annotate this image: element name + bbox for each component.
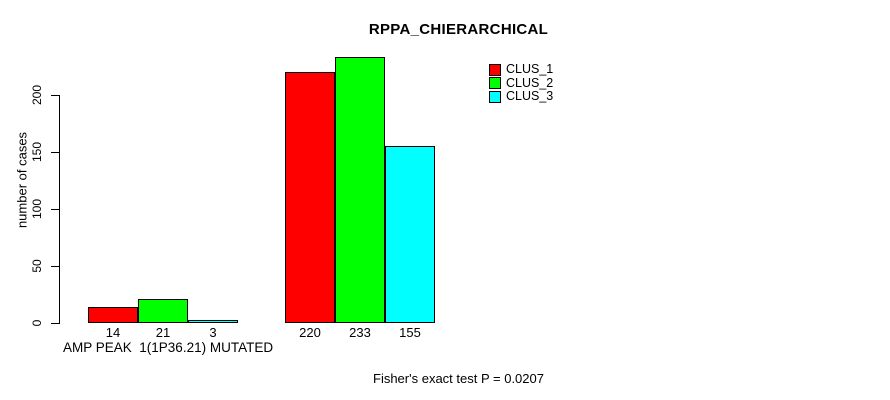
bar-value-label: 155: [399, 325, 421, 340]
footer-stat-text: Fisher's exact test P = 0.0207: [373, 371, 544, 386]
legend: CLUS_1 CLUS_2 CLUS_3: [489, 62, 554, 104]
bar-value-label: 233: [349, 325, 371, 340]
bar-clus_3-group1: [188, 319, 238, 323]
legend-swatch-clus_3: [489, 90, 501, 103]
y-axis-tick: [51, 323, 59, 324]
y-tick-label: 0: [30, 319, 44, 327]
bar-value-label: 220: [299, 325, 321, 340]
y-tick-label: 200: [30, 84, 44, 106]
y-axis-tick: [51, 266, 59, 267]
bar-value-label: 3: [209, 325, 217, 340]
y-axis-tick: [51, 209, 59, 210]
y-tick-label: 50: [30, 259, 44, 273]
y-tick-label: 100: [30, 198, 44, 220]
y-axis-tick: [51, 152, 59, 153]
legend-label: CLUS_3: [506, 89, 554, 103]
bar-clus_1-group2: [285, 72, 335, 323]
legend-swatch-clus_2: [489, 77, 501, 90]
bar-value-label: 14: [105, 325, 121, 340]
bar-clus_2-group2: [335, 57, 385, 323]
x-axis-group-label: AMP PEAK 1(1P36.21) MUTATED: [63, 340, 274, 355]
legend-row-clus_3: CLUS_3: [489, 89, 554, 104]
y-tick-label: 150: [30, 141, 44, 163]
bar-clus_2-group1: [138, 299, 188, 323]
legend-row-clus_1: CLUS_1: [489, 62, 554, 77]
legend-swatch-clus_1: [489, 63, 501, 76]
chart-title: RPPA_CHIERARCHICAL: [368, 21, 549, 38]
bar-clus_1-group1: [88, 307, 138, 323]
y-axis-tick: [51, 95, 59, 96]
y-axis-line: [59, 95, 60, 324]
bar-value-label: 21: [155, 325, 171, 340]
bar-clus_3-group2: [385, 146, 435, 323]
legend-label: CLUS_2: [506, 75, 554, 90]
legend-row-clus_2: CLUS_2: [489, 75, 554, 91]
legend-label: CLUS_1: [506, 62, 554, 76]
y-axis-label: number of cases: [14, 131, 30, 229]
